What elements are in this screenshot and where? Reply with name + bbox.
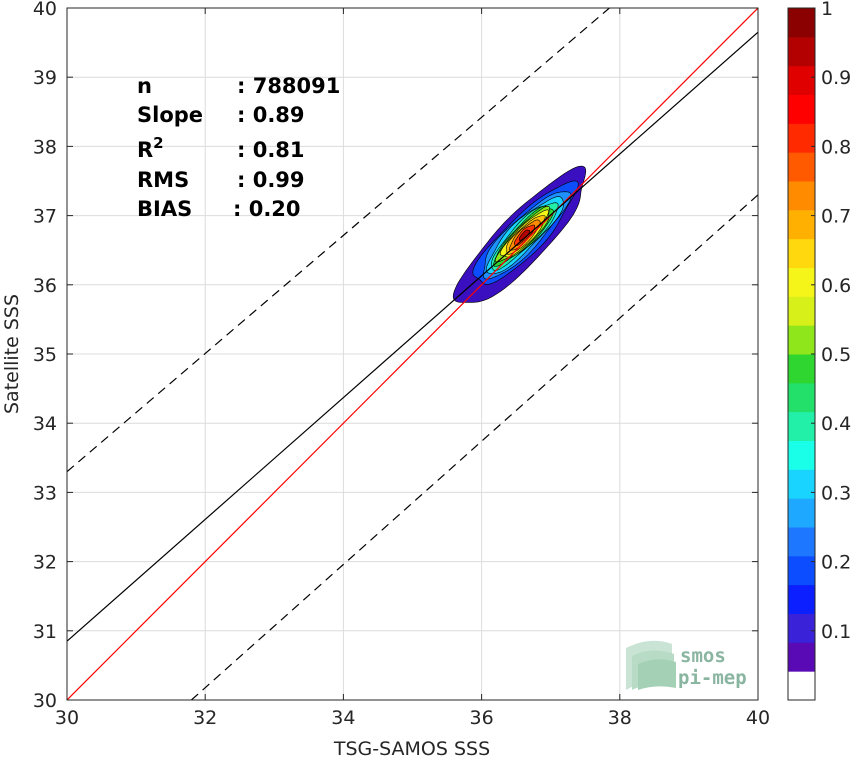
colorbar-swatch-4 [788,555,815,586]
colorbar-swatch-22 [788,36,815,67]
y-tick-label-0: 30 [33,690,57,712]
colorbar-tick-label-8: 0.9 [821,67,851,89]
density-contours [452,165,587,303]
stat-superscript: 2 [153,134,163,152]
y-tick-label-2: 32 [33,552,57,574]
logo-waves-icon [626,640,676,690]
colorbar-swatch-3 [788,584,815,614]
x-tick-label-3: 36 [470,707,494,729]
stat-value-4: : 0.20 [233,197,301,221]
colorbar-swatch-7 [788,469,815,499]
regression-line [67,31,758,642]
colorbar-tick-label-2: 0.3 [821,482,851,504]
colorbar-swatch-1 [788,642,815,672]
colorbar-swatch-10 [788,382,815,413]
y-tick-label-8: 38 [33,136,57,158]
colorbar-tick-label-4: 0.5 [821,344,851,366]
stat-label-4: BIAS [137,197,192,221]
identity-line [67,8,758,700]
colorbar-swatch-11 [788,354,815,384]
colorbar-swatch-19 [788,123,815,153]
colorbar-swatch-9 [788,411,815,441]
logo-text-line1: smos [680,645,726,667]
colorbar-swatch-12 [788,325,815,355]
x-tick-label-5: 40 [746,707,770,729]
stat-label-3: RMS [137,168,189,192]
lower-bound-line [190,194,758,700]
colorbar [787,7,816,701]
y-tick-label-1: 31 [33,621,57,643]
colorbar-tick-label-0: 0.1 [821,621,851,643]
colorbar-tick-label-9: 1 [821,0,833,20]
y-tick-label-3: 33 [33,482,57,504]
colorbar-swatch-16 [788,209,815,240]
y-tick-label-7: 37 [33,206,57,228]
colorbar-swatch-6 [788,498,815,528]
stat-value-1: : 0.89 [237,103,305,127]
x-axis-title: TSG-SAMOS SSS [333,738,490,760]
colorbar-swatch-17 [788,181,815,211]
colorbar-tick-label-1: 0.2 [821,552,851,574]
smos-pi-mep-logo: smos pi-mep [626,640,747,690]
stat-value-0: : 788091 [237,74,340,98]
x-tick-label-2: 34 [331,707,355,729]
stat-label-0: n [137,74,152,98]
stat-label-1: Slope [137,103,203,127]
y-tick-label-10: 40 [33,0,57,20]
colorbar-swatch-14 [788,267,815,297]
colorbar-tick-label-7: 0.8 [821,136,851,158]
y-tick-label-4: 34 [33,413,57,435]
colorbar-tick-label-5: 0.6 [821,275,851,297]
logo-text-line2: pi-mep [678,667,747,689]
y-tick-label-5: 35 [33,344,57,366]
colorbar-swatch-20 [788,94,815,124]
x-axis-ticks: 30 32 34 36 38 40 [55,8,770,729]
y-tick-label-6: 36 [33,275,57,297]
colorbar-swatch-23 [788,8,815,38]
colorbar-swatch-5 [788,527,815,557]
colorbar-swatch-13 [788,296,815,326]
y-axis-title: Satellite SSS [1,294,23,414]
colorbar-swatch-15 [788,238,815,268]
colorbar-ticks: 0.1 0.2 0.3 0.4 0.5 0.6 0.7 0.8 0.9 1 [811,0,851,643]
colorbar-tick-label-6: 0.7 [821,206,851,228]
x-tick-label-1: 32 [193,707,217,729]
stat-value-2: : 0.81 [237,138,305,162]
regression-lines [67,8,758,700]
y-axis-ticks: 30 31 32 33 34 35 36 37 38 39 40 [33,0,758,712]
colorbar-swatch-21 [788,65,815,95]
colorbar-swatch-18 [788,152,815,182]
stat-value-3: : 0.99 [237,168,305,192]
grid-lines [66,7,759,701]
colorbar-tick-label-3: 0.4 [821,413,851,435]
colorbar-swatch-2 [788,613,815,643]
x-tick-label-0: 30 [55,707,79,729]
colorbar-swatch-8 [788,440,815,470]
colorbar-swatch-0 [788,671,815,701]
y-tick-label-9: 39 [33,67,57,89]
x-tick-label-4: 38 [608,707,632,729]
